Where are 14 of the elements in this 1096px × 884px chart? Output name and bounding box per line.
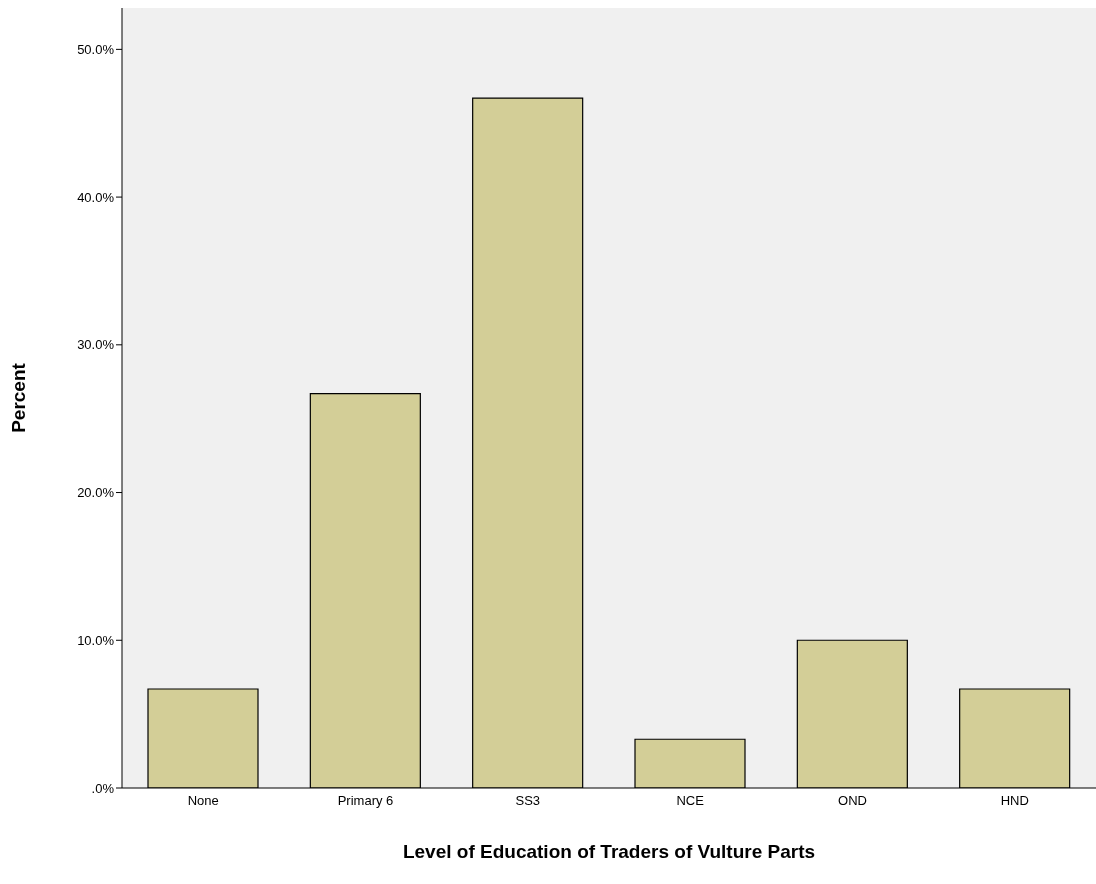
y-tick-label: 30.0% (77, 337, 115, 353)
y-tick-label: 10.0% (77, 632, 115, 648)
x-tick-label: OND (838, 793, 867, 809)
x-tick-label: Primary 6 (337, 793, 394, 809)
x-tick-label: HND (1000, 793, 1029, 809)
y-tick-label: 40.0% (77, 189, 115, 205)
y-tick-label: .0% (91, 780, 115, 796)
x-tick-label: NCE (676, 793, 705, 809)
y-axis-title: Percent (7, 362, 29, 433)
x-axis-title: Level of Education of Traders of Vulture Parts (402, 841, 816, 862)
y-tick-label: 20.0% (77, 485, 115, 501)
y-tick-label: 50.0% (77, 41, 115, 57)
x-tick-label: None (187, 793, 219, 809)
x-tick-label: SS3 (515, 793, 541, 809)
